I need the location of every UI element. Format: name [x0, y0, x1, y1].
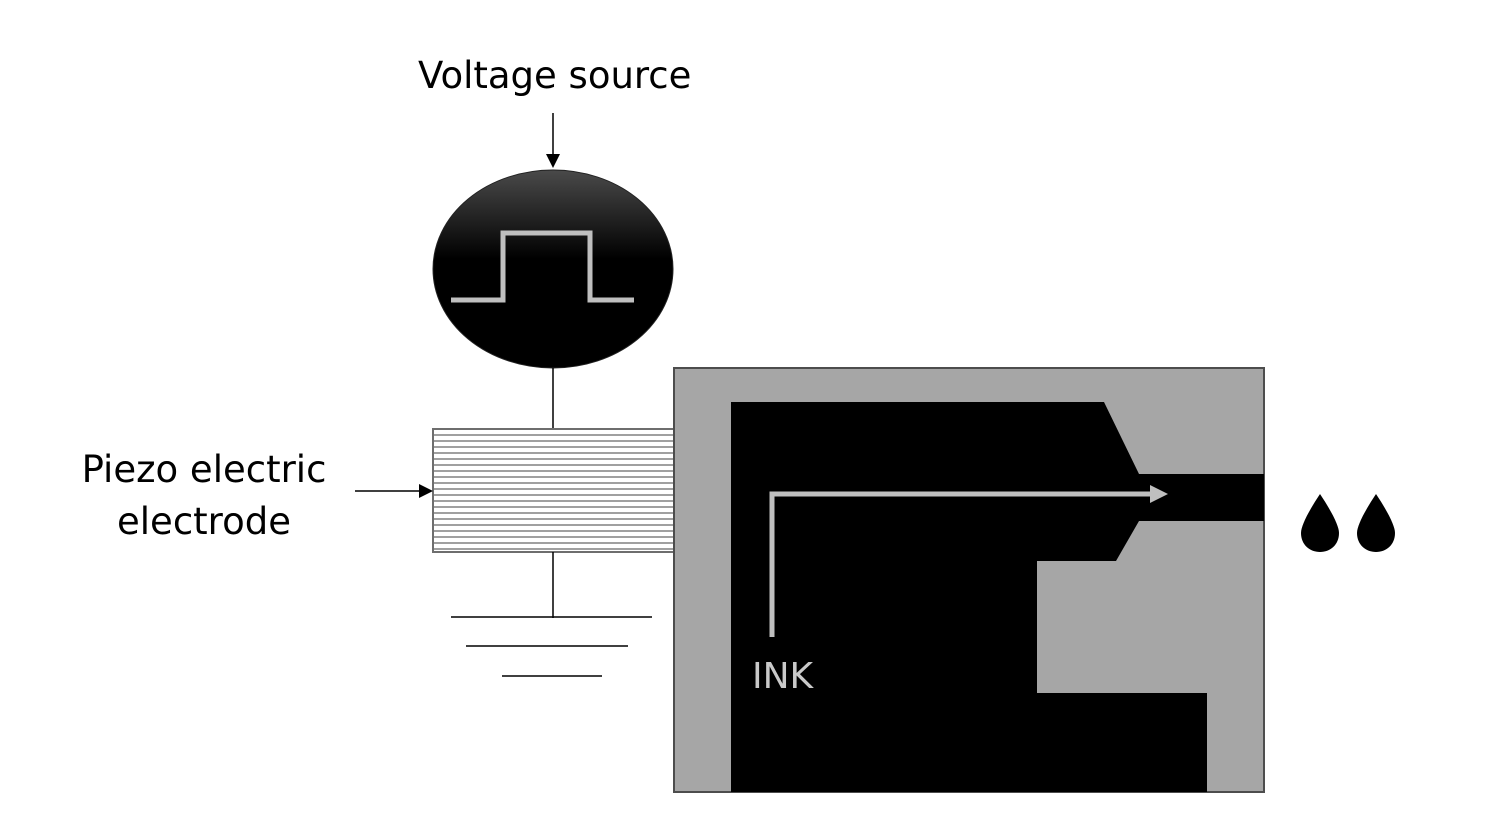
- ground-symbol-icon: [451, 552, 652, 677]
- piezo-electrode-label: Piezo electric electrode: [62, 444, 346, 548]
- voltage-source-arrow: [546, 113, 560, 168]
- piezo-label-arrow: [355, 484, 433, 498]
- ink-droplet-icon: [1301, 494, 1395, 552]
- droplet-2: [1357, 494, 1395, 552]
- square-pulse-icon: [451, 230, 634, 303]
- ink-chamber: [731, 402, 1264, 792]
- piezo-electrode: [432, 428, 675, 553]
- piezo-label-line-2: electrode: [117, 500, 291, 543]
- piezo-label-line-1: Piezo electric: [81, 448, 327, 491]
- voltage-source: [432, 169, 674, 369]
- ink-flow-arrow: [769, 485, 1168, 637]
- voltage-source-label: Voltage source: [418, 54, 692, 97]
- ink-label: INK: [752, 656, 814, 697]
- droplet-1: [1301, 494, 1339, 552]
